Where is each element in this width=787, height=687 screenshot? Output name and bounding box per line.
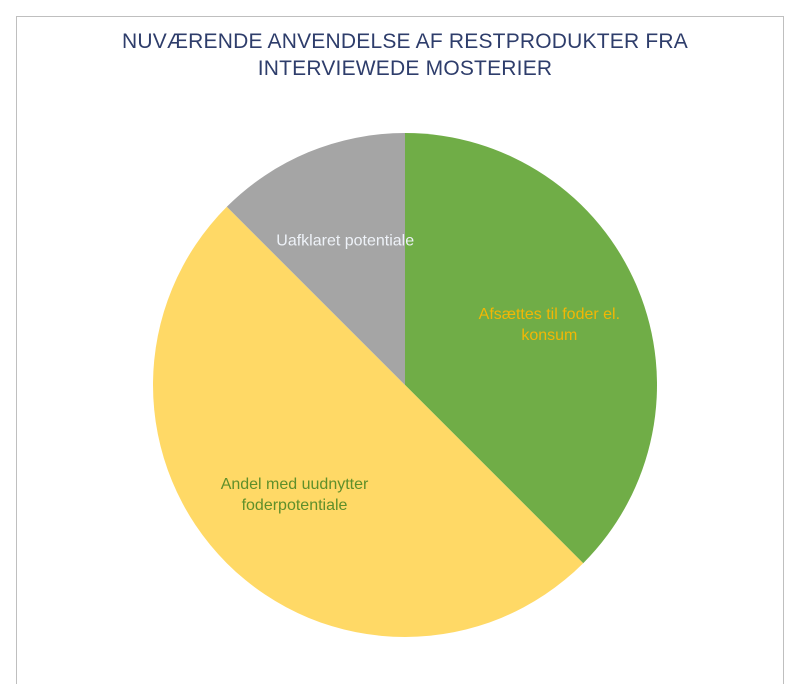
pie-slice <box>153 206 584 638</box>
slice-label: Andel med uudnytter foderpotentiale <box>220 476 369 515</box>
chart-frame <box>16 16 784 684</box>
pie-slice <box>226 133 405 385</box>
pie-slice <box>405 133 658 564</box>
slice-label: Afsættes til foder el. konsum <box>478 306 621 345</box>
slice-label: Uafklaret potentiale <box>276 232 415 250</box>
chart-title: NUVÆRENDE ANVENDELSE AF RESTPRODUKTER FR… <box>122 30 688 80</box>
